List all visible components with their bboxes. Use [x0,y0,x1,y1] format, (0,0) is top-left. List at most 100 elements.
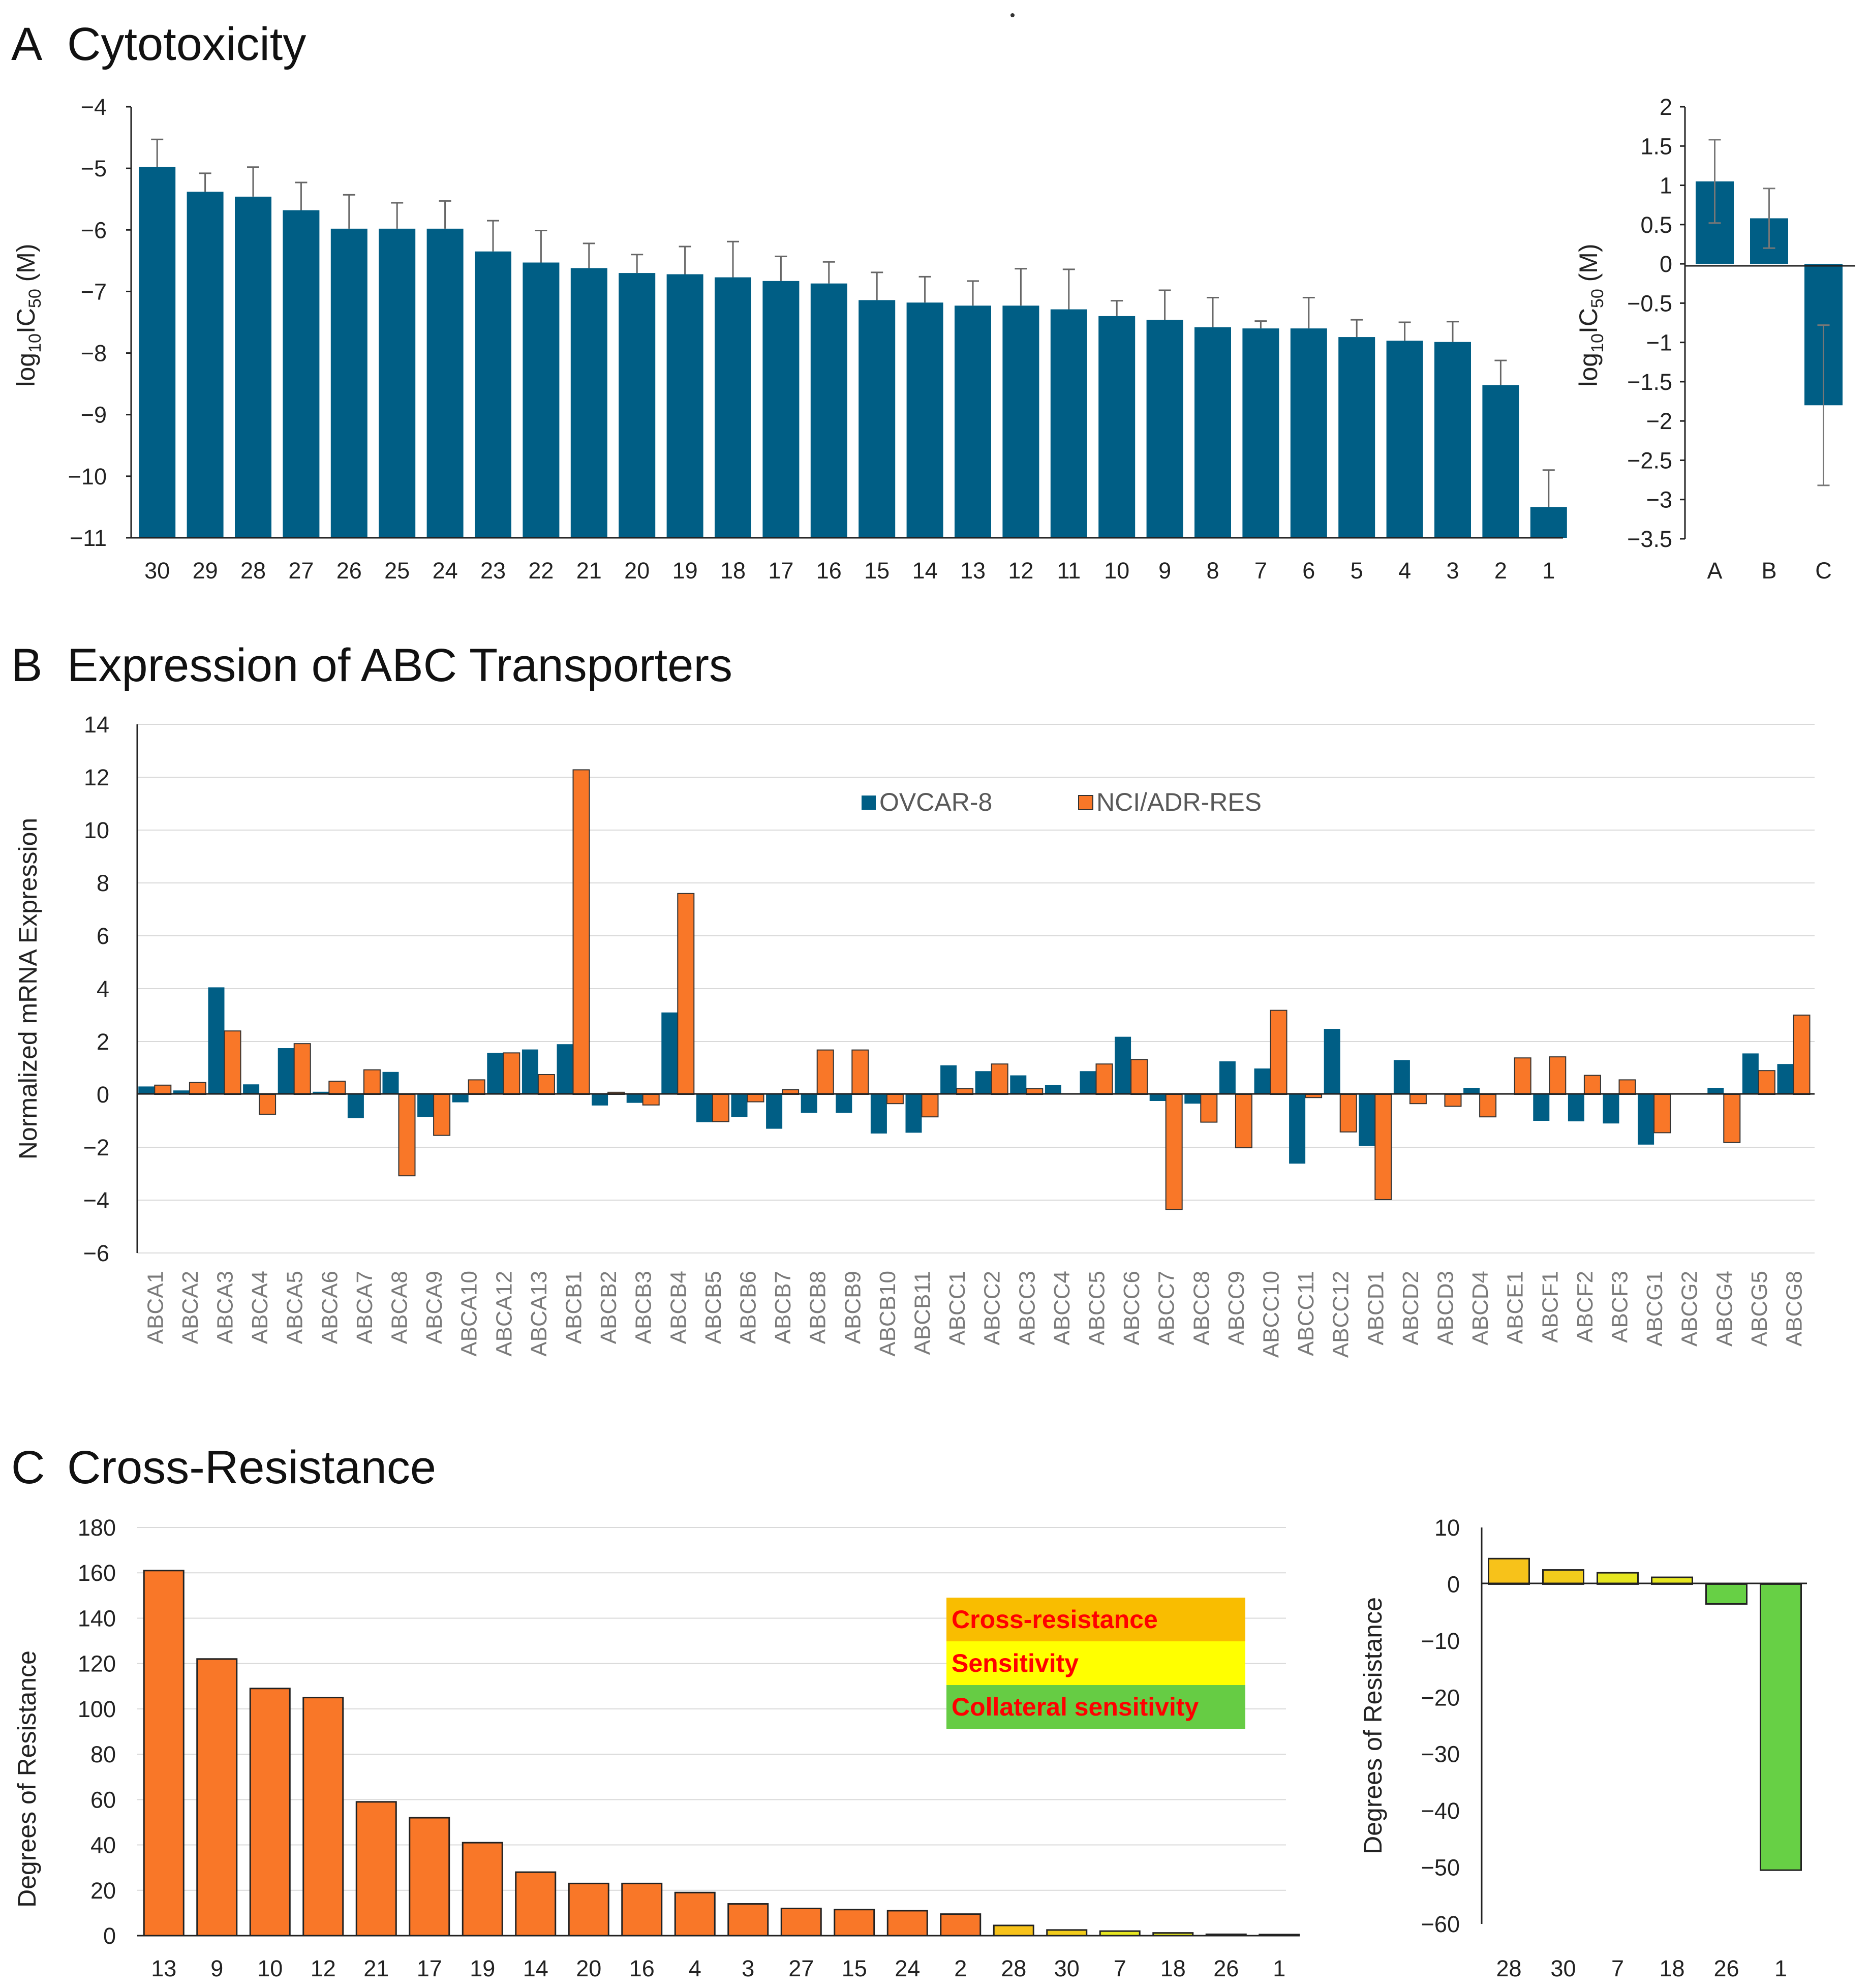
chart-b-xtick-label: ABCD4 [1468,1271,1493,1345]
chart-c-inset-bar [1597,1572,1639,1585]
chart-b-bar-ovcar8 [592,1094,608,1106]
chart-b-xtick-label: ABCD1 [1363,1271,1388,1345]
chart-a-inset-ytick-label: −3 [1646,487,1672,513]
chart-a-xtick-label: 28 [240,558,266,584]
chart-b-xtick-label: ABCA4 [248,1271,272,1344]
chart-c-xtick-label: 24 [895,1955,920,1981]
chart-b-ytick-label: 2 [97,1029,109,1055]
chart-b-xtick-label: ABCB10 [875,1271,900,1357]
chart-b-ytick-label: 6 [97,923,109,949]
chart-b-ytick-label: 14 [84,712,109,738]
chart-c-inset-bar [1542,1569,1584,1585]
legend-ovcar8-label: OVCAR-8 [879,788,992,816]
chart-c-inset-bar [1488,1557,1530,1585]
chart-c-xtick-label: 26 [1213,1955,1239,1981]
chart-a-inset-ytick-label: 1 [1660,173,1672,199]
chart-b-xtick-label: ABCA5 [283,1271,308,1344]
chart-a-inset-ytick-label: −0.5 [1627,290,1672,316]
chart-a-inset-ytick-label: −3.5 [1627,526,1672,552]
chart-c-xtick-label: 10 [257,1955,283,1981]
legend-ovcar8-swatch [862,796,876,810]
chart-c-xtick-label: 3 [742,1955,754,1981]
chart-b-bar-nciadr [991,1063,1008,1095]
chart-a-bar [570,268,607,538]
chart-b-bar-nciadr [816,1049,834,1095]
chart-b-xtick-label: ABCD3 [1433,1271,1458,1345]
chart-c-xtick-label: 17 [417,1955,442,1981]
chart-a-xtick-label: 30 [144,558,170,584]
chart-a-bar [810,283,847,538]
chart-b-ytick-label: −2 [83,1135,109,1160]
chart-c-ylabel: Degrees of Resistance [13,1650,41,1908]
chart-b-bar-nciadr [677,893,695,1095]
legend-nciadr-label: NCI/ADR-RES [1096,788,1262,816]
chart-b-xtick-label: ABCC11 [1294,1271,1319,1356]
chart-b-xtick-label: ABCF2 [1573,1271,1598,1343]
chart-c-inset-ytick-label: 10 [1434,1515,1460,1541]
chart-b-xtick-label: ABCG2 [1677,1271,1702,1347]
chart-b-bar-ovcar8 [731,1094,748,1117]
chart-a-xtick-label: 25 [384,558,410,584]
chart-b-xtick-label: ABCC6 [1119,1271,1144,1345]
chart-a-xtick-label: 23 [480,558,506,584]
chart-b-bar-nciadr [886,1094,904,1105]
chart-a-inset-xtick-label: A [1707,558,1722,584]
chart-b-xtick-label: ABCC5 [1085,1271,1110,1345]
chart-c-ytick-label: 40 [90,1832,116,1858]
chart-c-bar [834,1909,875,1937]
chart-c-xtick-label: 14 [523,1955,548,1981]
chart-b-bar-ovcar8 [766,1094,783,1129]
chart-b-xtick-label: ABCC4 [1050,1271,1075,1345]
chart-b-bar-nciadr [1130,1059,1148,1095]
chart-b-bar-ovcar8 [1463,1088,1480,1094]
chart-b-bar-nciadr [328,1081,346,1095]
panel-c-letter: C [11,1442,45,1493]
chart-b-bar-ovcar8 [1324,1029,1340,1094]
chart-c-ytick-label: 180 [78,1515,116,1541]
chart-b-bar-nciadr [398,1094,416,1177]
chart-a-inset-xtick-label: C [1815,558,1832,584]
panel-a-letter: A [11,18,43,70]
chart-c-xtick-label: 7 [1114,1955,1126,1981]
chart-b-bar-ovcar8 [905,1094,922,1133]
chart-b-bar-nciadr [537,1074,555,1095]
chart-a-inset-ytick-label: 0.5 [1640,212,1672,238]
chart-c-xtick-label: 21 [363,1955,389,1981]
chart-c-ytick-label: 160 [78,1560,116,1586]
chart-b-xtick-label: ABCA7 [352,1271,377,1344]
chart-c-bar [409,1817,450,1937]
chart-b-bar-nciadr [1549,1056,1567,1095]
chart-b-bar-nciadr [1653,1094,1671,1134]
chart-b-bar-nciadr [712,1094,729,1122]
chart-b-ytick-label: 8 [97,870,109,896]
chart-a-xtick-label: 27 [288,558,314,584]
chart-c-legend-box: Cross-resistance Sensitivity Collateral … [946,1598,1245,1729]
chart-b-bar-nciadr [1409,1094,1427,1105]
chart-b-bar-nciadr [1095,1063,1113,1095]
chart-b-xtick-label: ABCC9 [1224,1271,1249,1345]
chart-b-bar-nciadr [572,769,590,1095]
chart-b-xtick-label: ABCB4 [666,1271,691,1344]
chart-b-bar-nciadr [259,1094,277,1115]
chart-b-bar-ovcar8 [1289,1094,1306,1164]
chart-a-ytick-label: −11 [70,525,107,551]
chart-a-xtick-label: 24 [433,558,458,584]
chart-b-bar-nciadr [921,1094,939,1118]
chart-a-xtick-label: 1 [1542,558,1555,584]
chart-b-bar-ovcar8 [487,1053,504,1094]
chart-b-xtick-label: ABCA9 [422,1271,447,1344]
chart-c-inset-xtick-label: 28 [1496,1955,1521,1981]
chart-b-bar-ovcar8 [1149,1094,1166,1101]
chart-a-xtick-label: 17 [768,558,793,584]
chart-b-bar-nciadr [468,1079,485,1095]
chart-b-bar-ovcar8 [1219,1061,1236,1094]
chart-b-bar-ovcar8 [1603,1094,1619,1124]
chart-c-ytick-label: 140 [78,1605,116,1631]
chart-c-inset-ytick-label: −60 [1421,1911,1460,1937]
chart-a-bar [1146,320,1183,538]
chart-b-bar-ovcar8 [661,1012,678,1094]
chart-a-inset-ytick-label: 0 [1660,251,1672,277]
chart-a-bar [1290,328,1327,538]
chart-a-xtick-label: 5 [1351,558,1363,584]
chart-b-bar-ovcar8 [208,987,225,1094]
